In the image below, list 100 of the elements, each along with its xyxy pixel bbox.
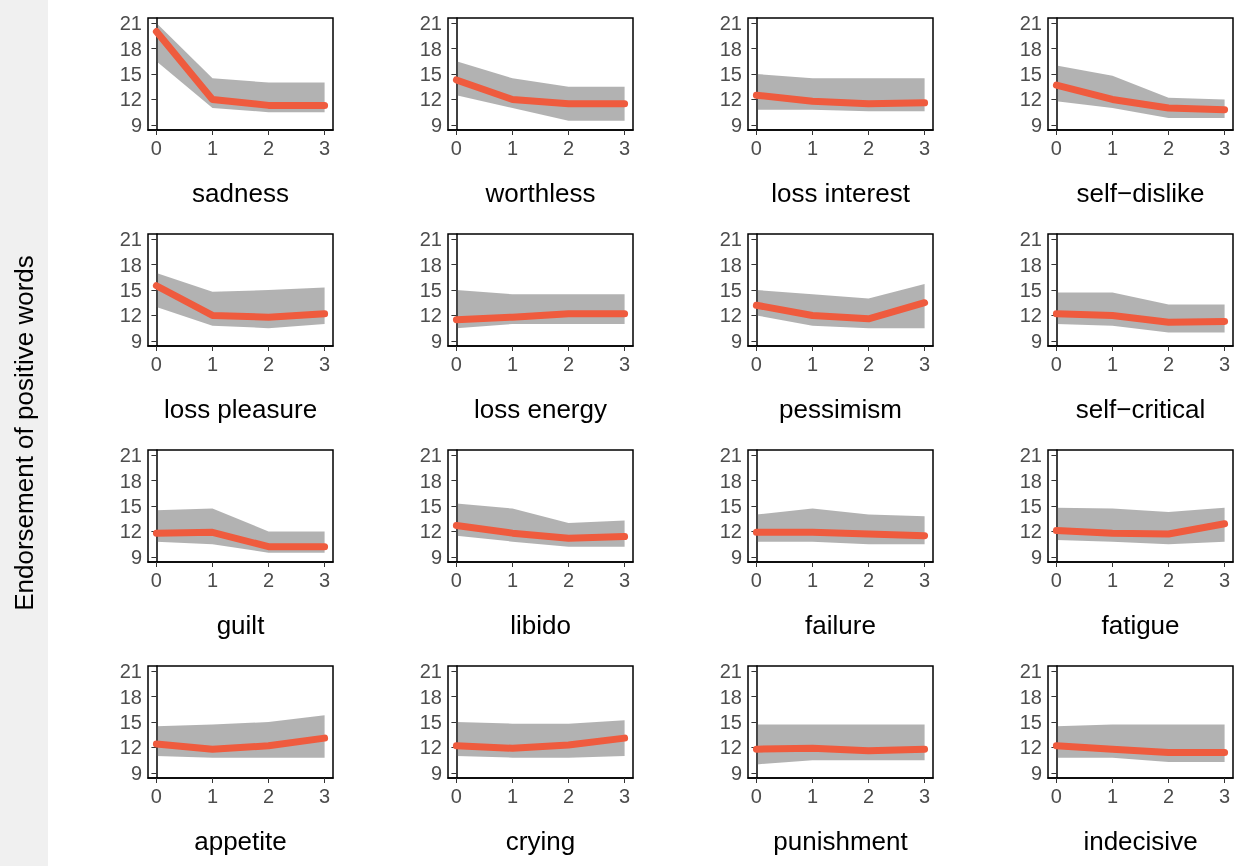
x-tick-label: 0 [1050,785,1062,807]
y-tick-label: 18 [119,37,142,60]
y-tick-label: 9 [1030,113,1042,136]
y-tick-label: 12 [119,520,142,543]
x-tick-label: 1 [506,353,519,375]
y-tick-label: 18 [419,469,442,492]
y-tick-label: 9 [730,329,742,352]
x-tick-label: 3 [1219,785,1231,807]
y-tick-label: 12 [1019,304,1042,327]
x-tick-label: 0 [1050,569,1062,591]
y-tick-label: 15 [419,495,442,517]
y-tick-label: 15 [419,279,442,301]
x-axis-title: appetite [194,826,287,856]
x-axis-title: worthless [484,178,596,208]
x-tick-label: 2 [1162,785,1175,807]
y-tick-label: 12 [419,304,442,327]
y-tick-label: 12 [1019,736,1042,759]
y-tick-label: 9 [130,545,142,568]
x-tick-label: 1 [806,353,819,375]
y-tick-label: 18 [1019,37,1042,60]
y-tick-label: 15 [1019,711,1042,733]
y-tick-label: 15 [119,495,142,517]
x-tick-label: 2 [562,785,575,807]
x-tick-label: 3 [619,785,631,807]
x-tick-label: 0 [150,785,162,807]
y-tick-label: 12 [1019,88,1042,111]
x-tick-label: 1 [806,569,819,591]
x-tick-label: 0 [750,353,762,375]
y-tick-label: 15 [719,711,742,733]
y-tick-label: 9 [1030,545,1042,568]
x-tick-label: 0 [750,137,762,159]
x-tick-label: 1 [1106,137,1119,159]
y-tick-label: 21 [719,444,742,467]
y-tick-label: 18 [119,253,142,276]
y-tick-label: 18 [1019,469,1042,492]
y-tick-label: 15 [119,279,142,301]
x-tick-label: 3 [919,569,931,591]
y-tick-label: 15 [419,63,442,85]
y-tick-label: 21 [1019,228,1042,251]
x-tick-label: 0 [150,569,162,591]
y-tick-label: 12 [119,736,142,759]
y-tick-label: 21 [719,228,742,251]
y-tick-label: 15 [1019,495,1042,517]
y-tick-label: 9 [430,113,442,136]
x-tick-label: 1 [206,137,219,159]
y-tick-label: 12 [419,520,442,543]
x-tick-label: 1 [206,569,219,591]
y-tick-label: 9 [730,113,742,136]
y-tick-label: 15 [719,279,742,301]
y-tick-label: 12 [719,304,742,327]
x-tick-label: 0 [750,785,762,807]
x-tick-label: 0 [450,785,462,807]
y-tick-label: 12 [119,88,142,111]
y-tick-label: 9 [730,761,742,784]
y-tick-label: 21 [419,444,442,467]
x-tick-label: 3 [319,569,331,591]
y-tick-label: 21 [419,12,442,35]
y-tick-label: 15 [1019,279,1042,301]
x-tick-label: 0 [450,353,462,375]
x-tick-label: 2 [262,569,275,591]
x-axis-title: fatigue [1101,610,1180,640]
y-tick-label: 9 [730,545,742,568]
y-tick-label: 21 [1019,444,1042,467]
x-tick-label: 3 [1219,137,1231,159]
y-tick-label: 9 [1030,329,1042,352]
y-tick-label: 12 [419,736,442,759]
x-tick-label: 1 [206,353,219,375]
y-tick-label: 9 [130,113,142,136]
x-tick-label: 2 [262,137,275,159]
x-tick-label: 0 [450,569,462,591]
y-tick-label: 12 [719,88,742,111]
y-tick-label: 21 [119,228,142,251]
y-tick-label: 15 [1019,63,1042,85]
y-tick-label: 21 [719,12,742,35]
x-tick-label: 1 [1106,353,1119,375]
x-tick-label: 3 [919,137,931,159]
y-tick-label: 18 [719,469,742,492]
y-tick-label: 18 [419,685,442,708]
x-tick-label: 0 [450,137,462,159]
y-tick-label: 9 [1030,761,1042,784]
x-tick-label: 1 [506,137,519,159]
y-tick-label: 18 [719,253,742,276]
x-tick-label: 2 [262,353,275,375]
x-tick-label: 3 [1219,569,1231,591]
y-tick-label: 9 [130,761,142,784]
x-tick-label: 2 [1162,353,1175,375]
y-tick-label: 18 [719,685,742,708]
x-axis-title: loss energy [474,394,607,424]
y-tick-label: 15 [719,63,742,85]
x-tick-label: 0 [1050,137,1062,159]
y-tick-label: 21 [119,12,142,35]
x-tick-label: 3 [319,785,331,807]
x-tick-label: 2 [862,785,875,807]
x-tick-label: 0 [1050,353,1062,375]
x-axis-title: pessimism [779,394,902,424]
y-tick-label: 15 [719,495,742,517]
x-tick-label: 3 [919,353,931,375]
x-tick-label: 3 [619,137,631,159]
y-tick-label: 21 [719,660,742,683]
x-tick-label: 2 [862,137,875,159]
